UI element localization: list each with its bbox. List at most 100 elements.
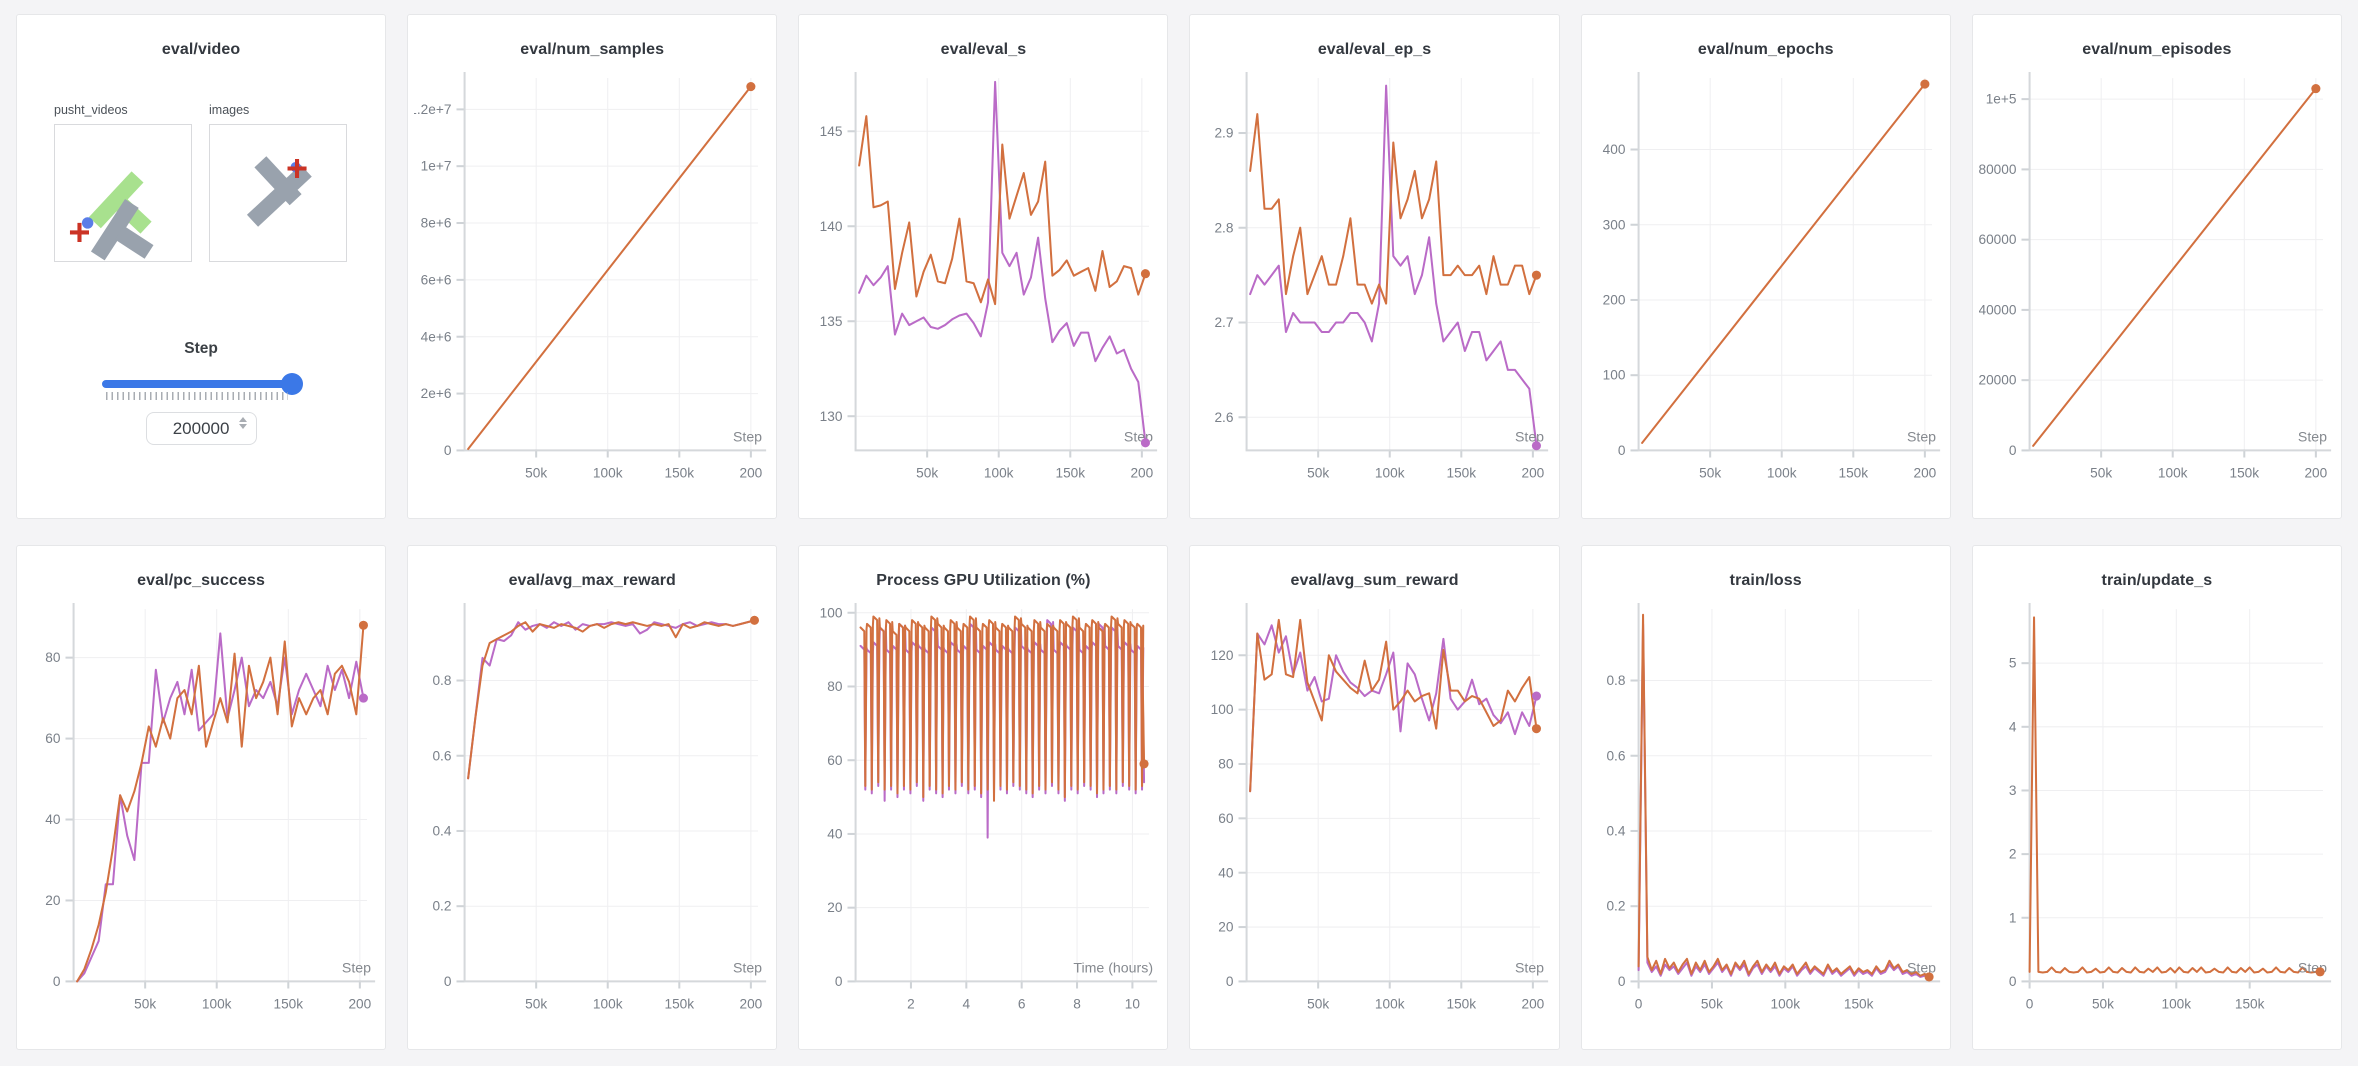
step-value-input[interactable]: 200000 — [145, 412, 257, 445]
caption-pusht-videos: pusht_videos — [54, 103, 128, 117]
chart-title: eval/num_samples — [520, 41, 665, 58]
slider-track[interactable] — [102, 373, 304, 395]
video-panel-title: eval/video — [161, 41, 241, 58]
chart-svg-eval-avg-max-reward[interactable]: 0 0.2 0.4 0.6 0.8 50k 100k 150k 200 Step — [414, 594, 770, 1041]
x-tick-label: 100k — [1770, 997, 1800, 1012]
chart-area[interactable]: 0 20 40 60 80 100 2 4 6 8 10 Time (hours) — [799, 590, 1167, 1049]
x-tick-label: 100k — [984, 466, 1014, 481]
chart-area[interactable]: 0 100 200 300 400 50k 100k 150k 200 Step — [1582, 59, 1950, 518]
panel-eval-avg-max-reward: eval/avg_max_reward 0 0.2 0.4 0.6 0.8 50k 100k… — [407, 545, 778, 1050]
endpoint-dot-run-orange — [746, 82, 756, 92]
x-tick-label: 200 — [740, 466, 763, 481]
x-tick-label: 50k — [2090, 466, 2112, 481]
x-tick-label: 150k — [665, 997, 695, 1012]
y-tick-label: 0 — [53, 974, 61, 989]
x-axis-label: Step — [733, 960, 762, 976]
y-tick-label: 60000 — [1979, 232, 2017, 247]
x-tick-label: 150k — [665, 466, 695, 481]
chart-area[interactable]: 0 1 2 3 4 5 0 50k 100k 150k Step — [1973, 590, 2341, 1049]
x-tick-label: 100k — [1767, 466, 1797, 481]
x-axis-label: Step — [733, 429, 762, 445]
y-tick-label: 0.8 — [1606, 673, 1625, 688]
chart-area[interactable]: 0 2e+6 4e+6 6e+6 8e+6 1e+7 1.2e+7 50k 100k 150k 20… — [408, 59, 776, 518]
chart-svg-process-gpu-utilization[interactable]: 0 20 40 60 80 100 2 4 6 8 10 Time (hours) — [805, 594, 1161, 1041]
series-run-orange — [1249, 618, 1538, 793]
x-tick-label: 200 — [1913, 466, 1936, 481]
x-tick-label: 6 — [1018, 997, 1026, 1012]
y-tick-label: 80 — [1219, 757, 1235, 772]
chart-area[interactable]: 2.6 2.7 2.8 2.9 50k 100k 150k 200 Step — [1190, 59, 1558, 518]
y-tick-label: 0.6 — [1606, 748, 1625, 763]
chart-title: eval/avg_max_reward — [508, 572, 676, 589]
x-tick-label: 50k — [525, 466, 547, 481]
y-tick-label: 0 — [2009, 443, 2017, 458]
endpoint-dot-run-purple — [1532, 441, 1542, 451]
y-tick-label: 20000 — [1979, 373, 2017, 388]
chart-area[interactable]: 130 135 140 145 50k 100k 150k 200 Step — [799, 59, 1167, 518]
y-tick-label: 3 — [2009, 783, 2017, 798]
y-tick-label: 1.2e+7 — [414, 102, 451, 117]
x-tick-label: 150k — [2229, 466, 2259, 481]
series-run-purple — [1249, 84, 1538, 447]
y-tick-label: 100 — [1211, 702, 1234, 717]
series-run-purple — [467, 619, 756, 780]
panel-eval-avg-sum-reward: eval/avg_sum_reward 0 20 40 60 80 100 120 50k 10… — [1189, 545, 1560, 1050]
chart-svg-eval-num-epochs[interactable]: 0 100 200 300 400 50k 100k 150k 200 Step — [1588, 63, 1944, 510]
y-tick-label: 80000 — [1979, 162, 2017, 177]
chart-svg-eval-avg-sum-reward[interactable]: 0 20 40 60 80 100 120 50k 100k 150k 200 Step — [1196, 594, 1552, 1041]
y-tick-label: 145 — [820, 124, 843, 139]
chart-svg-eval-num-samples[interactable]: 0 2e+6 4e+6 6e+6 8e+6 1e+7 1.2e+7 50k 100k 150k 20… — [414, 63, 770, 510]
x-tick-label: 100k — [1375, 997, 1405, 1012]
endpoint-dot-run-orange — [358, 620, 368, 630]
x-tick-label: 150k — [1447, 466, 1477, 481]
x-axis-label: Step — [1907, 960, 1936, 976]
x-tick-label: 2 — [907, 997, 915, 1012]
y-tick-label: 40 — [1219, 865, 1235, 880]
caption-images: images — [209, 103, 250, 117]
step-increment-icon[interactable] — [238, 417, 247, 422]
goal-cross — [287, 159, 307, 179]
x-tick-label: 50k — [525, 997, 547, 1012]
chart-area[interactable]: 0 20 40 60 80 100 120 50k 100k 150k 200 Step — [1190, 590, 1558, 1049]
y-tick-label: 20 — [1219, 920, 1235, 935]
y-tick-label: 0.6 — [433, 748, 452, 763]
x-tick-label: 50k — [1308, 466, 1330, 481]
chart-svg-train-loss[interactable]: 0 0.2 0.4 0.6 0.8 0 50k 100k 150k Step — [1588, 594, 1944, 1041]
slider-tick-ruler — [106, 392, 289, 400]
x-tick-label: 200 — [2304, 466, 2327, 481]
step-slider[interactable] — [102, 372, 304, 400]
endpoint-dot-run-orange — [1919, 79, 1930, 89]
y-tick-label: 60 — [45, 731, 61, 746]
chart-title: eval/eval_s — [940, 41, 1027, 58]
x-tick-label: 50k — [1308, 997, 1330, 1012]
endpoint-dot-run-orange — [2315, 967, 2325, 977]
chart-area[interactable]: 0 20 40 60 80 50k 100k 150k 200 Step — [17, 590, 385, 1049]
y-tick-label: 400 — [1602, 142, 1625, 157]
y-tick-label: 0 — [835, 974, 843, 989]
step-decrement-icon[interactable] — [238, 424, 247, 429]
slider-thumb[interactable] — [281, 373, 304, 395]
chart-svg-eval-pc-success[interactable]: 0 20 40 60 80 50k 100k 150k 200 Step — [23, 594, 379, 1041]
y-tick-label: 60 — [1219, 811, 1235, 826]
series-run-purple — [1637, 623, 1930, 979]
series-run-orange — [1637, 613, 1930, 978]
panel-eval-video: eval/video pusht_videos images — [16, 14, 387, 519]
y-tick-label: 40 — [828, 827, 844, 842]
x-tick-label: 200 — [348, 997, 371, 1012]
pusht-videos-thumbnail[interactable] — [54, 124, 192, 262]
series-run-orange — [2028, 616, 2321, 974]
chart-area[interactable]: 0 0.2 0.4 0.6 0.8 0 50k 100k 150k Step — [1582, 590, 1950, 1049]
y-tick-label: 80 — [45, 650, 61, 665]
chart-area[interactable]: 0 0.2 0.4 0.6 0.8 50k 100k 150k 200 Step — [408, 590, 776, 1049]
chart-area[interactable]: 0 20000 40000 60000 80000 1e+5 50k 100k 150k 200 S… — [1973, 59, 2341, 518]
y-tick-label: 0 — [1617, 443, 1625, 458]
x-axis-label: Step — [342, 960, 371, 976]
series-run-orange — [1249, 113, 1538, 305]
chart-svg-eval-num-episodes[interactable]: 0 20000 40000 60000 80000 1e+5 50k 100k 150k 200 S… — [1979, 63, 2335, 510]
images-thumbnail[interactable] — [209, 124, 347, 262]
x-axis-label: Time (hours) — [1074, 960, 1154, 976]
y-tick-label: 2.9 — [1215, 126, 1234, 141]
